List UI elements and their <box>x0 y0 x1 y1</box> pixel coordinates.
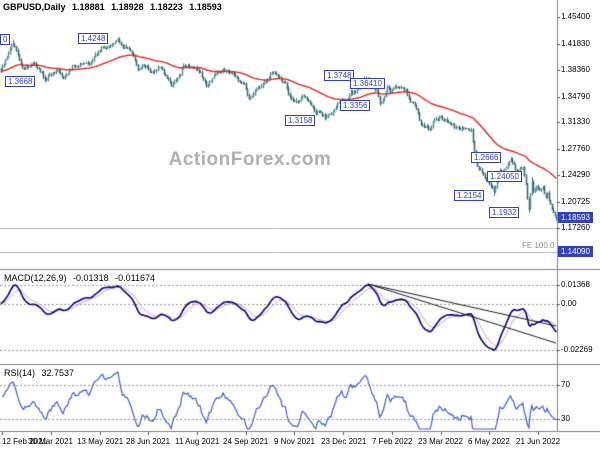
rsi-axis-label: 70 <box>561 380 570 389</box>
date-axis-label: 7 Feb 2022 <box>372 437 413 446</box>
price-axis-label: 1.27760 <box>561 144 590 153</box>
watermark: ActionForex.com <box>168 149 332 170</box>
price-tag: 1.14090 <box>558 246 593 257</box>
high-value: 1.18928 <box>111 2 144 12</box>
macd-name: MACD(12,26,9) <box>4 273 67 283</box>
price-axis-label: 1.34790 <box>561 92 590 101</box>
symbol-timeframe-label: GBPUSD,Daily <box>3 2 66 12</box>
rsi-indicator-label: RSI(14) 32.7537 <box>4 368 78 378</box>
price-axis-label: 1.24290 <box>561 170 590 179</box>
close-value: 1.18593 <box>189 2 222 12</box>
swing-price-label[interactable]: 1.24050 <box>487 171 522 182</box>
date-axis-label: 30 Mar 2021 <box>28 437 73 446</box>
open-value: 1.18881 <box>72 2 105 12</box>
date-axis-label: 28 Jun 2021 <box>126 437 171 446</box>
macd-indicator-label: MACD(12,26,9) -0.01318 -0.011674 <box>4 273 159 283</box>
macd-axis-label: 0.01368 <box>561 280 590 289</box>
macd-axis-label: 0.00 <box>561 299 577 308</box>
swing-price-label[interactable]: 1.3748 <box>324 70 355 81</box>
date-axis-label: 23 Dec 2021 <box>321 437 367 446</box>
price-axis-label: 1.41830 <box>561 39 590 48</box>
swing-price-label[interactable]: 1.36410 <box>350 78 385 89</box>
macd-axis-label: -0.02269 <box>561 345 593 354</box>
swing-price-label[interactable]: 1.3668 <box>5 76 36 87</box>
rsi-axis-label: 30 <box>561 414 570 423</box>
swing-price-label[interactable]: 1.2666 <box>471 152 502 163</box>
rsi-name: RSI(14) <box>4 368 36 378</box>
date-axis-label: 6 May 2022 <box>468 437 510 446</box>
price-axis-label: 1.38360 <box>561 65 590 74</box>
low-value: 1.18223 <box>150 2 183 12</box>
swing-price-label[interactable]: 1.4248 <box>78 33 109 44</box>
swing-price-label[interactable]: 0 <box>0 34 11 45</box>
price-axis-label: 1.17260 <box>561 223 590 232</box>
swing-price-label[interactable]: 1.1932 <box>489 207 520 218</box>
swing-price-label[interactable]: 1.2154 <box>454 190 485 201</box>
macd-main-value: -0.01318 <box>73 273 109 283</box>
price-axis-label: 1.31330 <box>561 117 590 126</box>
date-axis-label: 23 Mar 2022 <box>418 437 463 446</box>
date-axis-label: 12 Feb 2021 <box>2 437 47 446</box>
swing-price-label[interactable]: 1.3356 <box>340 100 371 111</box>
date-axis-label: 11 Aug 2021 <box>175 437 220 446</box>
date-axis-label: 21 Jun 2022 <box>516 437 561 446</box>
macd-signal-value: -0.011674 <box>115 273 155 283</box>
price-axis-label: 1.20725 <box>561 197 590 206</box>
price-axis-label: 1.45400 <box>561 12 590 21</box>
date-axis-label: 9 Nov 2021 <box>274 437 315 446</box>
price-tag: 1.18593 <box>558 212 593 223</box>
rsi-value: 32.7537 <box>41 368 75 378</box>
date-axis-label: 24 Sep 2021 <box>223 437 269 446</box>
fe-level-label: FE 100.0 <box>522 241 555 250</box>
date-axis-label: 13 May 2021 <box>77 437 124 446</box>
swing-price-label[interactable]: 1.3158 <box>285 115 316 126</box>
ohlc-header: GBPUSD,Daily 1.18881 1.18928 1.18223 1.1… <box>3 2 226 12</box>
